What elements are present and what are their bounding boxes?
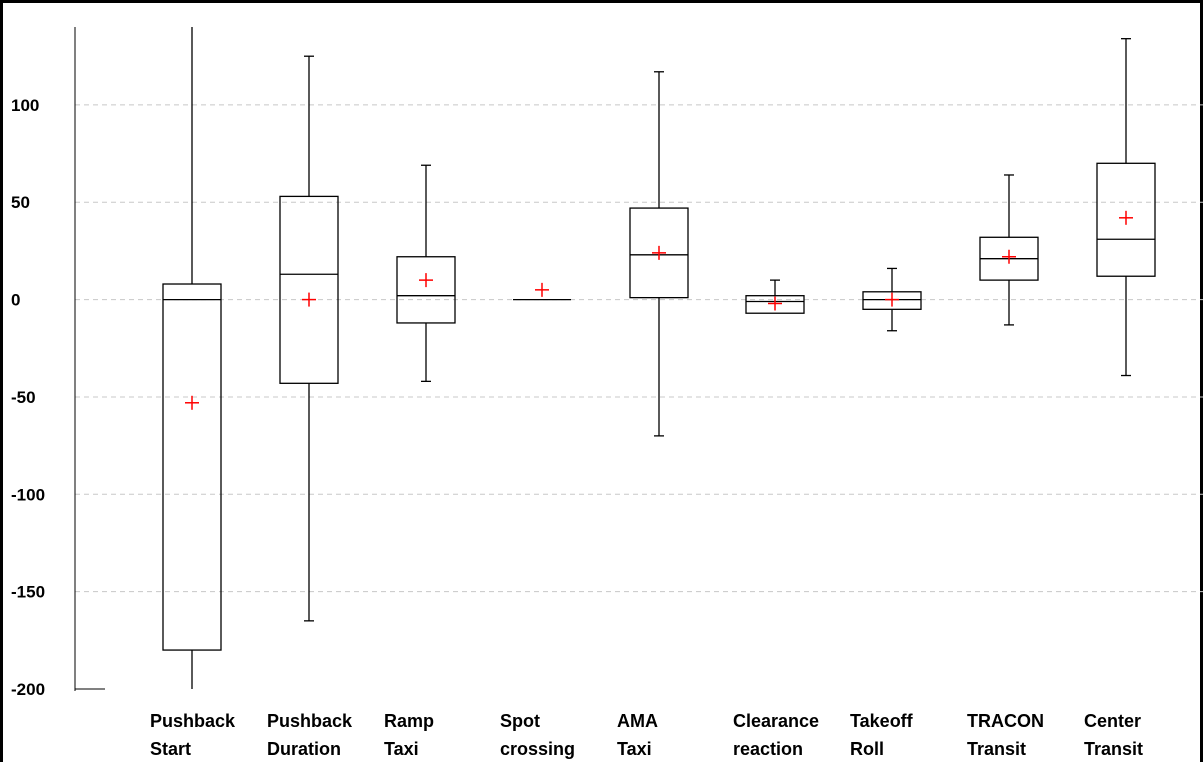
y-tick-label: -150 — [11, 583, 45, 602]
category-label-line: Pushback — [267, 711, 353, 731]
box-iqr — [396, 256, 456, 324]
y-tick-label: 100 — [11, 96, 39, 115]
category-label-line: Spot — [500, 711, 540, 731]
box-iqr — [162, 283, 222, 651]
y-tick-label: -200 — [11, 680, 45, 699]
box-iqr — [745, 295, 805, 314]
category-label: Spot crossing — [500, 711, 575, 759]
category-label-line: Takeoff — [850, 711, 914, 731]
category-label-line: TRACON — [967, 711, 1044, 731]
category-label-line: Pushback — [150, 711, 236, 731]
category-label: Takeoff Roll — [850, 711, 914, 759]
category-label: Ramp Taxi — [384, 711, 434, 759]
category-label-line: crossing — [500, 739, 575, 759]
category-label-line: Taxi — [617, 739, 652, 759]
category-label-line: Duration — [267, 739, 341, 759]
category-label: TRACON Transit — [967, 711, 1044, 759]
category-label-line: Start — [150, 739, 191, 759]
y-tick-label: -50 — [11, 388, 36, 407]
category-label-line: AMA — [617, 711, 658, 731]
category-label-line: Ramp — [384, 711, 434, 731]
category-label-line: reaction — [733, 739, 803, 759]
category-label: AMA Taxi — [617, 711, 658, 759]
category-label-line: Center — [1084, 711, 1141, 731]
box-iqr — [1096, 162, 1156, 277]
y-tick-label: -100 — [11, 485, 45, 504]
category-label-line: Taxi — [384, 739, 419, 759]
category-label: Clearance reaction — [733, 711, 819, 759]
box-iqr — [629, 207, 689, 299]
category-label-line: Roll — [850, 739, 884, 759]
y-tick-label: 50 — [11, 193, 30, 212]
category-label: Pushback Duration — [267, 711, 353, 759]
category-label-line: Transit — [967, 739, 1026, 759]
category-label-line: Transit — [1084, 739, 1143, 759]
category-label-line: Clearance — [733, 711, 819, 731]
box-iqr — [279, 195, 339, 384]
box-iqr — [862, 291, 922, 310]
category-label: Center Transit — [1084, 711, 1143, 759]
y-tick-label: 0 — [11, 291, 20, 310]
category-label: Pushback Start — [150, 711, 236, 759]
